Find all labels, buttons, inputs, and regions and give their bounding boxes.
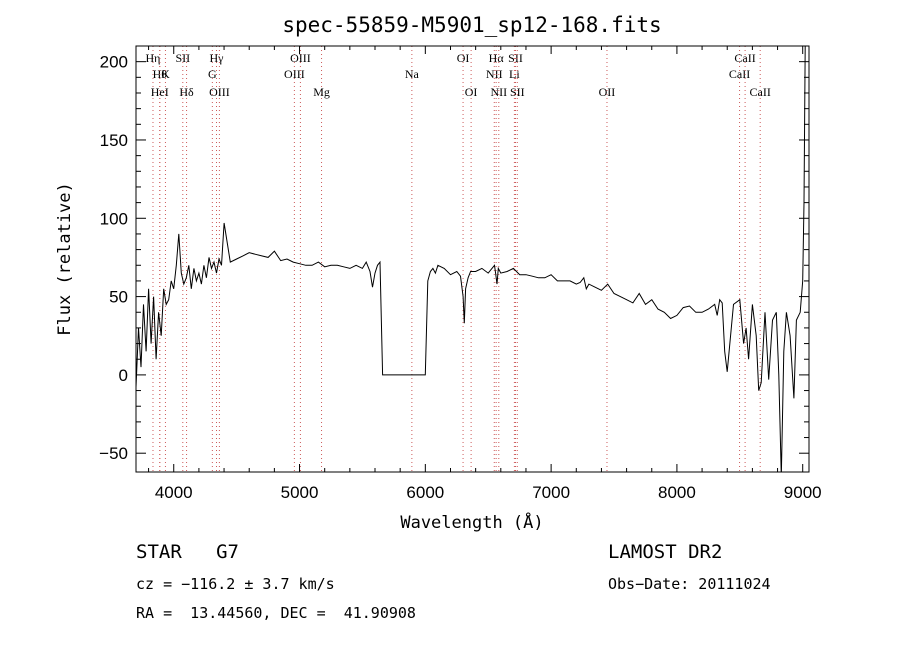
line-marker-label: SII: [510, 85, 525, 99]
y-tick-label: −50: [99, 444, 128, 463]
line-marker-label: CaII: [750, 85, 771, 99]
x-tick-label: 6000: [406, 483, 444, 502]
line-marker-label: SII: [175, 51, 190, 65]
series-layer: [136, 46, 806, 472]
redshift-velocity: cz = −116.2 ± 3.7 km/s: [136, 575, 335, 593]
line-marker-label: HeI: [151, 85, 169, 99]
line-marker-label: OIII: [284, 67, 305, 81]
x-tick-label: 5000: [281, 483, 319, 502]
object-class: STAR G7: [136, 541, 239, 563]
survey-name: LAMOST DR2: [608, 541, 723, 563]
x-tick-label: 9000: [784, 483, 822, 502]
x-tick-label: 8000: [658, 483, 696, 502]
line-marker-label: Hα: [489, 51, 505, 65]
line-marker-label: OIII: [209, 85, 230, 99]
spectral-line-markers: HηHθHeIKSIIHδGHγOIIIOIIIOIIIMgNaOIOINIIH…: [146, 46, 771, 472]
line-marker-label: G: [208, 67, 217, 81]
line-marker-label: OIII: [290, 51, 311, 65]
y-tick-label: 200: [100, 53, 128, 72]
spectrum-line: [136, 46, 806, 472]
line-marker-label: Hη: [146, 51, 161, 65]
y-tick-label: 50: [109, 288, 128, 307]
line-marker-label: Hγ: [210, 51, 225, 65]
line-marker-label: K: [161, 67, 170, 81]
y-tick-label: 150: [100, 131, 128, 150]
x-axis-label: Wavelength (Å): [400, 511, 543, 533]
y-tick-label: 0: [119, 366, 128, 385]
line-marker-label: OI: [465, 85, 478, 99]
line-marker-label: Hδ: [179, 85, 194, 99]
plot-frame: [135, 45, 810, 473]
x-tick-label: 7000: [532, 483, 570, 502]
line-marker-label: SII: [508, 51, 523, 65]
line-marker-label: NII: [486, 67, 503, 81]
coordinates: RA = 13.44560, DEC = 41.90908: [136, 604, 416, 622]
chart-title: spec-55859-M5901_sp12-168.fits: [282, 13, 661, 37]
axis-ticks: 4000 5000 6000 7000 8000 9000 −50 0 50 100 150 200: [99, 46, 822, 502]
x-tick-label: 4000: [155, 483, 193, 502]
line-marker-label: OII: [599, 85, 616, 99]
line-marker-label: OI: [457, 51, 470, 65]
line-marker-label: CaII: [729, 67, 750, 81]
line-marker-label: Na: [405, 67, 420, 81]
observation-date: Obs−Date: 20111024: [608, 575, 771, 593]
y-axis-label: Flux (relative): [55, 182, 75, 336]
line-marker-label: CaII: [734, 51, 755, 65]
line-marker-label: Li: [509, 67, 520, 81]
line-marker-label: NII: [490, 85, 507, 99]
y-tick-label: 100: [100, 209, 128, 228]
line-marker-label: Mg: [313, 85, 330, 99]
